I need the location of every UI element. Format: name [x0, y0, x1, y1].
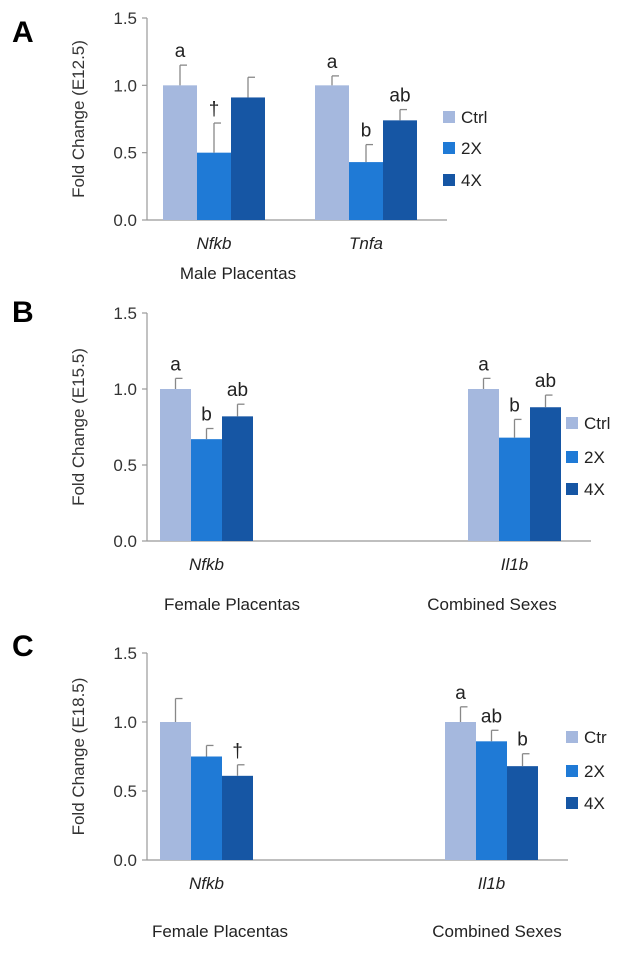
- x-category-label: Nfkb: [189, 874, 224, 893]
- legend-swatch: [443, 174, 455, 186]
- bar: [163, 85, 197, 220]
- y-tick-label: 0.0: [113, 532, 137, 551]
- significance-label: †: [232, 741, 243, 762]
- x-category-label: Il1b: [501, 555, 528, 574]
- significance-label: b: [201, 405, 212, 426]
- x-group-label: Combined Sexes: [427, 595, 556, 614]
- x-group-label: Male Placentas: [180, 264, 296, 283]
- x-group-label: Female Placentas: [152, 922, 288, 941]
- panel-letter: C: [12, 630, 34, 663]
- bar: [191, 756, 222, 860]
- y-axis-title: Fold Change (E18.5): [69, 678, 88, 836]
- bar: [468, 389, 499, 541]
- legend-swatch: [566, 731, 578, 743]
- significance-label: b: [509, 395, 520, 416]
- legend-swatch: [566, 483, 578, 495]
- y-tick-label: 1.0: [113, 380, 137, 399]
- significance-label: ab: [227, 380, 248, 401]
- y-tick-label: 0.0: [113, 851, 137, 870]
- y-tick-label: 1.5: [113, 9, 137, 28]
- legend-swatch: [566, 417, 578, 429]
- bar: [349, 162, 383, 220]
- bar: [191, 439, 222, 541]
- legend-swatch: [566, 451, 578, 463]
- legend-label: 2X: [584, 448, 605, 467]
- significance-label: a: [170, 354, 181, 375]
- y-tick-label: 0.5: [113, 782, 137, 801]
- legend-swatch: [443, 111, 455, 123]
- significance-label: ab: [535, 371, 556, 392]
- bar: [530, 407, 561, 541]
- panel-letter: A: [12, 16, 34, 49]
- legend-label: 2X: [584, 762, 605, 781]
- x-category-label: Tnfa: [349, 234, 383, 253]
- x-category-label: Nfkb: [189, 555, 224, 574]
- legend-swatch: [443, 142, 455, 154]
- legend-label: 4X: [584, 480, 605, 499]
- legend-label: Ctrl: [461, 108, 487, 127]
- panel-c: C 0.0 0.5 1.0 1.5 Fold Change (E18.5) † Nfkb aab…: [12, 630, 607, 941]
- x-category-label: Il1b: [478, 874, 505, 893]
- panel-letter: B: [12, 296, 34, 329]
- significance-label: a: [175, 41, 186, 62]
- bar: [499, 437, 530, 541]
- x-group-label: Female Placentas: [164, 595, 300, 614]
- significance-label: a: [478, 354, 489, 375]
- bar: [197, 152, 231, 220]
- y-axis-title: Fold Change (E12.5): [69, 40, 88, 198]
- bar: [315, 85, 349, 220]
- bar: [383, 120, 417, 220]
- legend-swatch: [566, 765, 578, 777]
- bar: [222, 775, 253, 860]
- y-tick-label: 1.0: [113, 713, 137, 732]
- x-group-label: Combined Sexes: [432, 922, 561, 941]
- legend-label: 4X: [584, 794, 605, 813]
- y-tick-label: 0.5: [113, 456, 137, 475]
- legend-label: Ctrl: [584, 414, 610, 433]
- bar: [160, 389, 191, 541]
- bar: [160, 722, 191, 860]
- bar: [476, 741, 507, 860]
- significance-label: b: [361, 121, 372, 142]
- bar: [507, 766, 538, 860]
- significance-label: a: [455, 683, 466, 704]
- y-tick-label: 1.0: [113, 76, 137, 95]
- legend-label: Ctr: [584, 728, 607, 747]
- y-tick-label: 1.5: [113, 644, 137, 663]
- legend-label: 4X: [461, 171, 482, 190]
- legend-label: 2X: [461, 139, 482, 158]
- significance-label: †: [209, 99, 220, 120]
- y-tick-label: 0.5: [113, 144, 137, 163]
- significance-label: ab: [481, 706, 502, 727]
- significance-label: ab: [389, 86, 410, 107]
- legend-swatch: [566, 797, 578, 809]
- y-tick-label: 0.0: [113, 211, 137, 230]
- significance-label: a: [327, 52, 338, 73]
- y-tick-label: 1.5: [113, 304, 137, 323]
- bar: [231, 97, 265, 220]
- bar: [222, 416, 253, 541]
- significance-label: b: [517, 730, 528, 751]
- bar: [445, 722, 476, 860]
- x-category-label: Nfkb: [197, 234, 232, 253]
- y-axis-title: Fold Change (E15.5): [69, 348, 88, 506]
